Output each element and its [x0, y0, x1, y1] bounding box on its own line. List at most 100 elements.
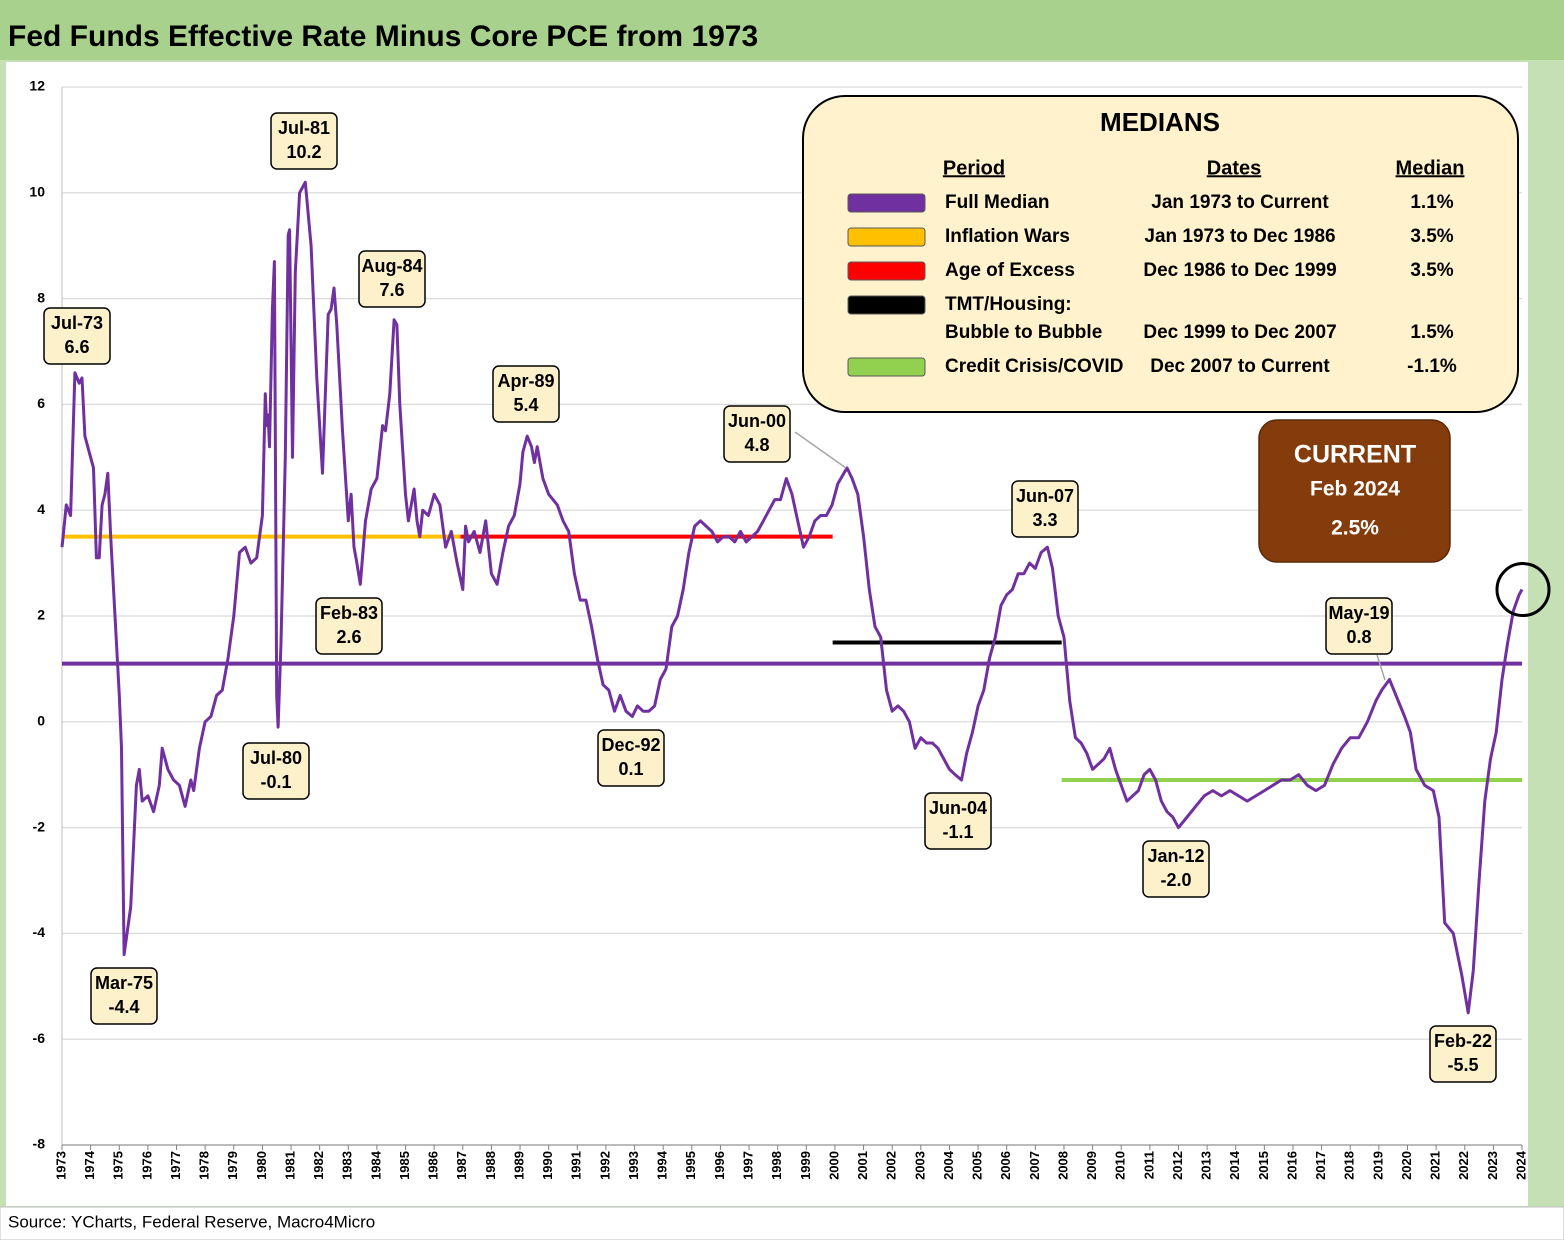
x-tick-label: 1979 [225, 1151, 240, 1180]
annotation-date: May-19 [1328, 603, 1389, 623]
annotation-value: 7.6 [379, 280, 404, 300]
x-tick-label: 1990 [540, 1151, 555, 1180]
leader-line [1376, 654, 1386, 681]
title-bar [0, 0, 1564, 60]
annotation-box [43, 307, 111, 365]
x-tick-label: 2013 [1199, 1151, 1214, 1180]
x-tick-label: 1976 [139, 1151, 154, 1180]
period: Credit Crisis/COVID [945, 356, 1123, 377]
annotation-date: Mar-75 [95, 973, 153, 993]
period: Bubble to Bubble [945, 322, 1102, 343]
x-tick-label: 1992 [597, 1151, 612, 1180]
y-tick-label: -2 [33, 818, 46, 834]
current-value: 2.5% [1331, 517, 1379, 540]
annotation-box [358, 250, 426, 308]
x-tick-label: 2001 [855, 1151, 870, 1180]
annotation-value: 10.2 [286, 142, 321, 162]
annotation-value: 4.8 [744, 435, 769, 455]
annotation-box [1429, 1025, 1497, 1083]
x-tick-label: 1981 [282, 1151, 297, 1180]
x-tick-label: 1987 [454, 1151, 469, 1180]
annotation-value: -4.4 [108, 997, 139, 1017]
annotation-value: 0.1 [618, 759, 643, 779]
median-value: 3.5% [1410, 260, 1453, 281]
annotation-box [1142, 840, 1210, 898]
annotation-value: -5.5 [1447, 1055, 1478, 1075]
median-value: 1.5% [1410, 322, 1453, 343]
legend-swatch [847, 357, 926, 377]
x-tick-label: 1995 [683, 1151, 698, 1180]
y-tick-label: 6 [37, 395, 45, 411]
annotation-value: -0.1 [260, 772, 291, 792]
x-tick-label: 1973 [53, 1151, 68, 1180]
x-tick-label: 2016 [1284, 1151, 1299, 1180]
dates: Dec 1986 to Dec 1999 [1143, 260, 1336, 281]
annotation-box [270, 112, 338, 170]
x-tick-label: 1974 [82, 1150, 97, 1180]
x-tick-label: 2018 [1342, 1151, 1357, 1180]
x-tick-label: 2005 [970, 1151, 985, 1180]
x-tick-label: 2011 [1141, 1151, 1156, 1179]
annotation-date: Feb-22 [1434, 1031, 1492, 1051]
chart-title: Fed Funds Effective Rate Minus Core PCE … [8, 20, 758, 53]
y-tick-label: 2 [37, 607, 45, 623]
current-box [1258, 419, 1451, 563]
x-tick-label: 2020 [1399, 1151, 1414, 1180]
y-tick-label: 0 [37, 713, 45, 729]
annotation-box [1325, 597, 1393, 655]
x-tick-label: 1999 [798, 1151, 813, 1180]
medians-box [802, 95, 1519, 413]
annotation-box [723, 405, 791, 463]
annotation-box [315, 597, 383, 655]
median-value: 1.1% [1410, 192, 1453, 213]
x-tick-label: 1982 [311, 1151, 326, 1180]
period: Full Median [945, 192, 1050, 213]
medians-header: Median [1396, 157, 1465, 179]
dates: Dec 1999 to Dec 2007 [1143, 322, 1336, 343]
x-tick-label: 1975 [111, 1151, 126, 1180]
x-tick-label: 2017 [1313, 1151, 1328, 1180]
x-tick-label: 1988 [483, 1151, 498, 1180]
x-tick-label: 2008 [1055, 1151, 1070, 1180]
annotation-box [597, 729, 665, 787]
x-tick-label: 1993 [626, 1151, 641, 1180]
x-tick-label: 1991 [569, 1151, 584, 1180]
source: Source: YCharts, Federal Reserve, Macro4… [8, 1212, 375, 1231]
dates: Dec 2007 to Current [1150, 356, 1330, 377]
annotation-date: Aug-84 [361, 256, 422, 276]
x-tick-label: 2014 [1227, 1150, 1242, 1180]
x-tick-label: 1996 [712, 1151, 727, 1180]
x-tick-label: 1978 [197, 1151, 212, 1180]
annotation-date: Jan-12 [1147, 846, 1204, 866]
x-tick-label: 2000 [826, 1151, 841, 1180]
x-tick-label: 2021 [1428, 1151, 1443, 1180]
annotation-value: 5.4 [513, 395, 538, 415]
x-tick-label: 1980 [254, 1151, 269, 1180]
x-tick-label: 1977 [168, 1151, 183, 1180]
medians-header: Period [943, 157, 1005, 179]
annotation-date: Apr-89 [497, 371, 554, 391]
legend-swatch [847, 227, 926, 247]
annotation-box [90, 967, 158, 1025]
x-tick-label: 2009 [1084, 1151, 1099, 1180]
plot: -8 -6 -4 -2 0 2 4 6 8 10 12 1973 1974 1975 1976 1977 197… [29, 78, 1551, 1180]
x-tick-label: 2007 [1027, 1151, 1042, 1180]
annotation-box [492, 365, 560, 423]
leader-line [794, 431, 847, 469]
x-tick-label: 1983 [340, 1151, 355, 1180]
x-tick-label: 1998 [769, 1151, 784, 1180]
medians-header: Dates [1207, 157, 1261, 179]
x-tick-label: 2024 [1513, 1150, 1528, 1180]
annotation-date: Jun-07 [1016, 486, 1074, 506]
x-tick-label: 2019 [1370, 1151, 1385, 1180]
medians-title: MEDIANS [1100, 107, 1220, 137]
median-value: -1.1% [1407, 356, 1457, 377]
y-tick-label: -6 [33, 1030, 46, 1046]
period: Age of Excess [945, 260, 1075, 281]
legend-swatch [847, 193, 926, 213]
x-tick-label: 1986 [426, 1151, 441, 1180]
annotation-date: Jun-04 [929, 798, 987, 818]
current-date: Feb 2024 [1310, 478, 1400, 501]
x-tick-label: 2004 [941, 1150, 956, 1180]
